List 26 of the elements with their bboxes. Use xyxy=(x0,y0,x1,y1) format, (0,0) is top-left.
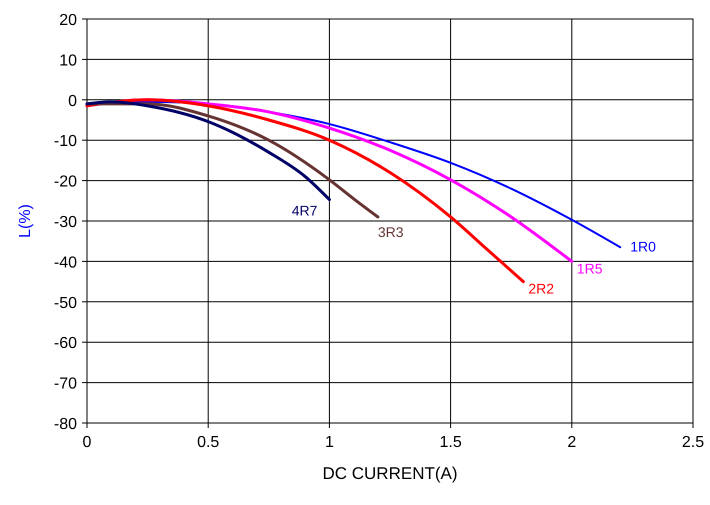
y-tick-label: 0 xyxy=(68,92,78,110)
series-label: 1R5 xyxy=(576,260,603,276)
series-label: 4R7 xyxy=(292,202,318,219)
line-series xyxy=(86,100,331,202)
y-tick-label: -50 xyxy=(54,294,78,312)
y-tick-label: 20 xyxy=(59,12,78,29)
y-tick-label: -40 xyxy=(54,254,78,272)
x-tick-label: 2.5 xyxy=(682,434,704,451)
y-tick-label: -30 xyxy=(54,214,78,231)
y-tick-label: -10 xyxy=(54,133,78,150)
series-label: 3R3 xyxy=(378,224,404,240)
y-tick-label: -60 xyxy=(54,335,78,352)
y-tick-label: -70 xyxy=(54,376,78,393)
y-tick-label: -20 xyxy=(54,174,78,191)
x-tick-label: 1.5 xyxy=(439,434,462,451)
y-tick-label: -80 xyxy=(54,416,78,433)
line-series xyxy=(86,98,525,284)
x-tick-label: 1 xyxy=(324,434,334,451)
x-tick-label: 0 xyxy=(82,434,92,451)
x-tick-label: 2 xyxy=(567,434,576,451)
x-axis-title: DC CURRENT(A) xyxy=(322,464,458,483)
series-label: 2R2 xyxy=(528,280,554,297)
y-axis-title: L(%) xyxy=(17,204,34,238)
y-tick-label: 10 xyxy=(59,52,78,70)
x-tick-label: 0.5 xyxy=(197,434,220,451)
series-label: 1R0 xyxy=(630,238,656,254)
